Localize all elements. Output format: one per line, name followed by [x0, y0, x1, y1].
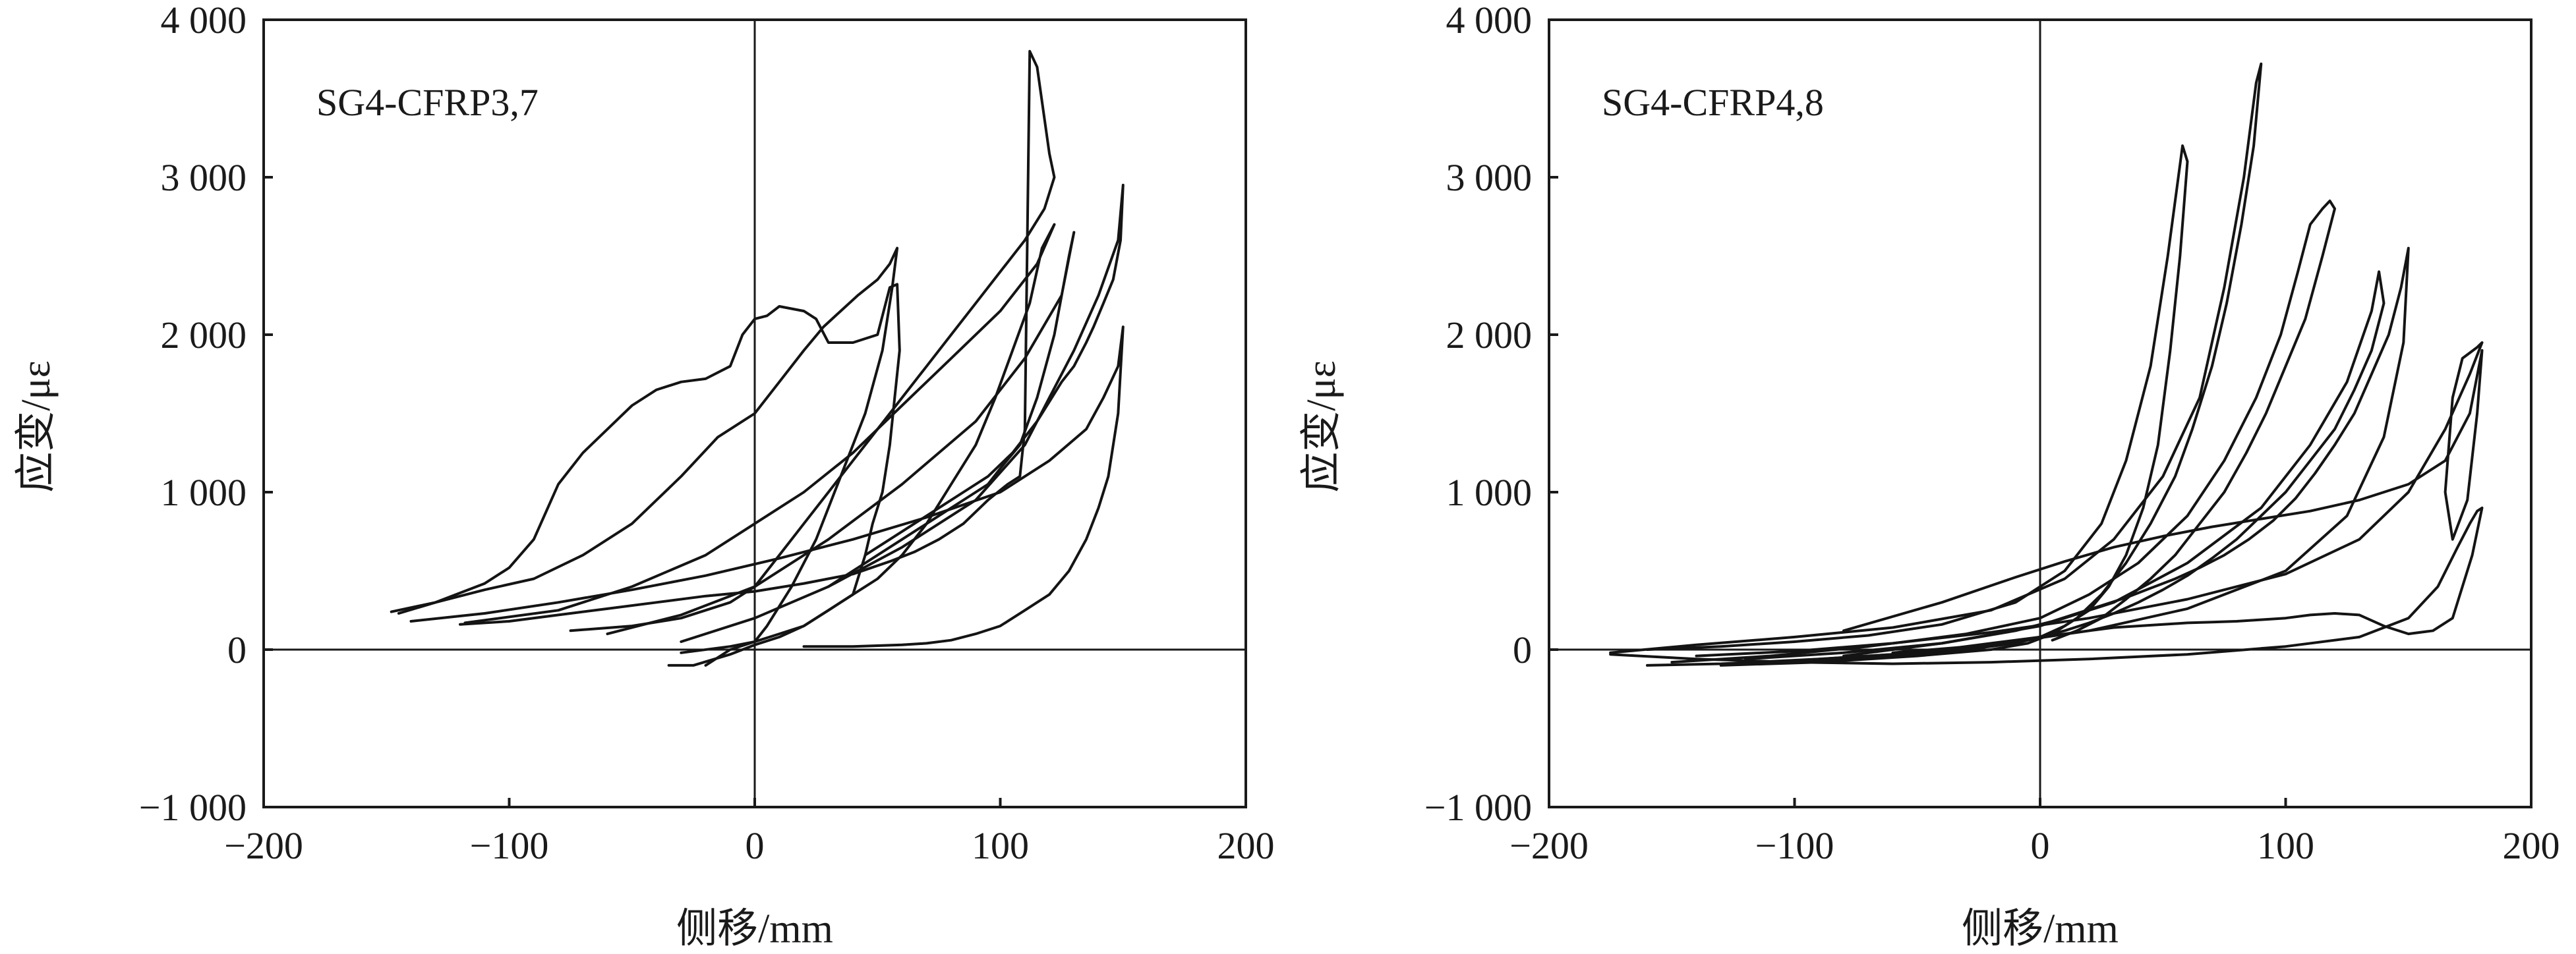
series-line [409, 325, 1125, 648]
chart-panel-right: −200 −100 0 100 200 −1 000 0 1 000 2 000 3 000 4 0… [1299, 0, 2560, 951]
y-tick-label: 4 000 [1446, 0, 1533, 42]
series-line [680, 183, 1125, 643]
y-tick-label: 3 000 [161, 156, 247, 199]
x-tick-label: 100 [972, 824, 1029, 867]
series-line [397, 246, 899, 667]
y-tick-label: 3 000 [1446, 156, 1533, 199]
x-tick-label: −200 [224, 824, 303, 867]
y-tick-label: 4 000 [161, 0, 247, 42]
x-tick-label: 200 [1217, 824, 1275, 867]
y-tick-label: 2 000 [1446, 314, 1533, 356]
x-axis-title: 侧移/mm [1962, 907, 2119, 951]
series-line [1744, 270, 2386, 661]
y-tick-label: −1 000 [139, 786, 247, 829]
series-line [1609, 506, 2484, 667]
x-tick-label: 100 [2257, 824, 2314, 867]
x-tick-label: −100 [470, 824, 549, 867]
panel-label: SG4-CFRP3,7 [316, 81, 539, 124]
series-line [459, 49, 1056, 632]
y-tick-label: 0 [227, 629, 247, 671]
y-tick-label: 2 000 [161, 314, 247, 356]
chart-panel-left: −200 −100 0 100 200 −1 000 0 1 000 2 000 3 000 4 0… [14, 0, 1275, 951]
x-tick-label: 0 [2031, 824, 2050, 867]
panel-label: SG4-CFRP4,8 [1602, 81, 1824, 124]
y-tick-label: −1 000 [1424, 786, 1532, 829]
y-tick-label: 1 000 [161, 471, 247, 514]
y-axis-title: 应变/με [1299, 360, 1344, 493]
series-line [463, 223, 1056, 654]
x-tick-label: 0 [746, 824, 765, 867]
x-axis-title: 侧移/mm [676, 907, 833, 951]
y-tick-label: 1 000 [1446, 471, 1533, 514]
y-tick-label: 0 [1513, 629, 1532, 671]
x-tick-label: 200 [2503, 824, 2560, 867]
series-line [1695, 341, 2484, 658]
series-line [606, 231, 1076, 636]
series-line [1670, 199, 2336, 664]
x-tick-label: −100 [1755, 824, 1834, 867]
x-tick-label: −200 [1509, 824, 1589, 867]
y-axis-title: 应变/με [14, 360, 59, 493]
